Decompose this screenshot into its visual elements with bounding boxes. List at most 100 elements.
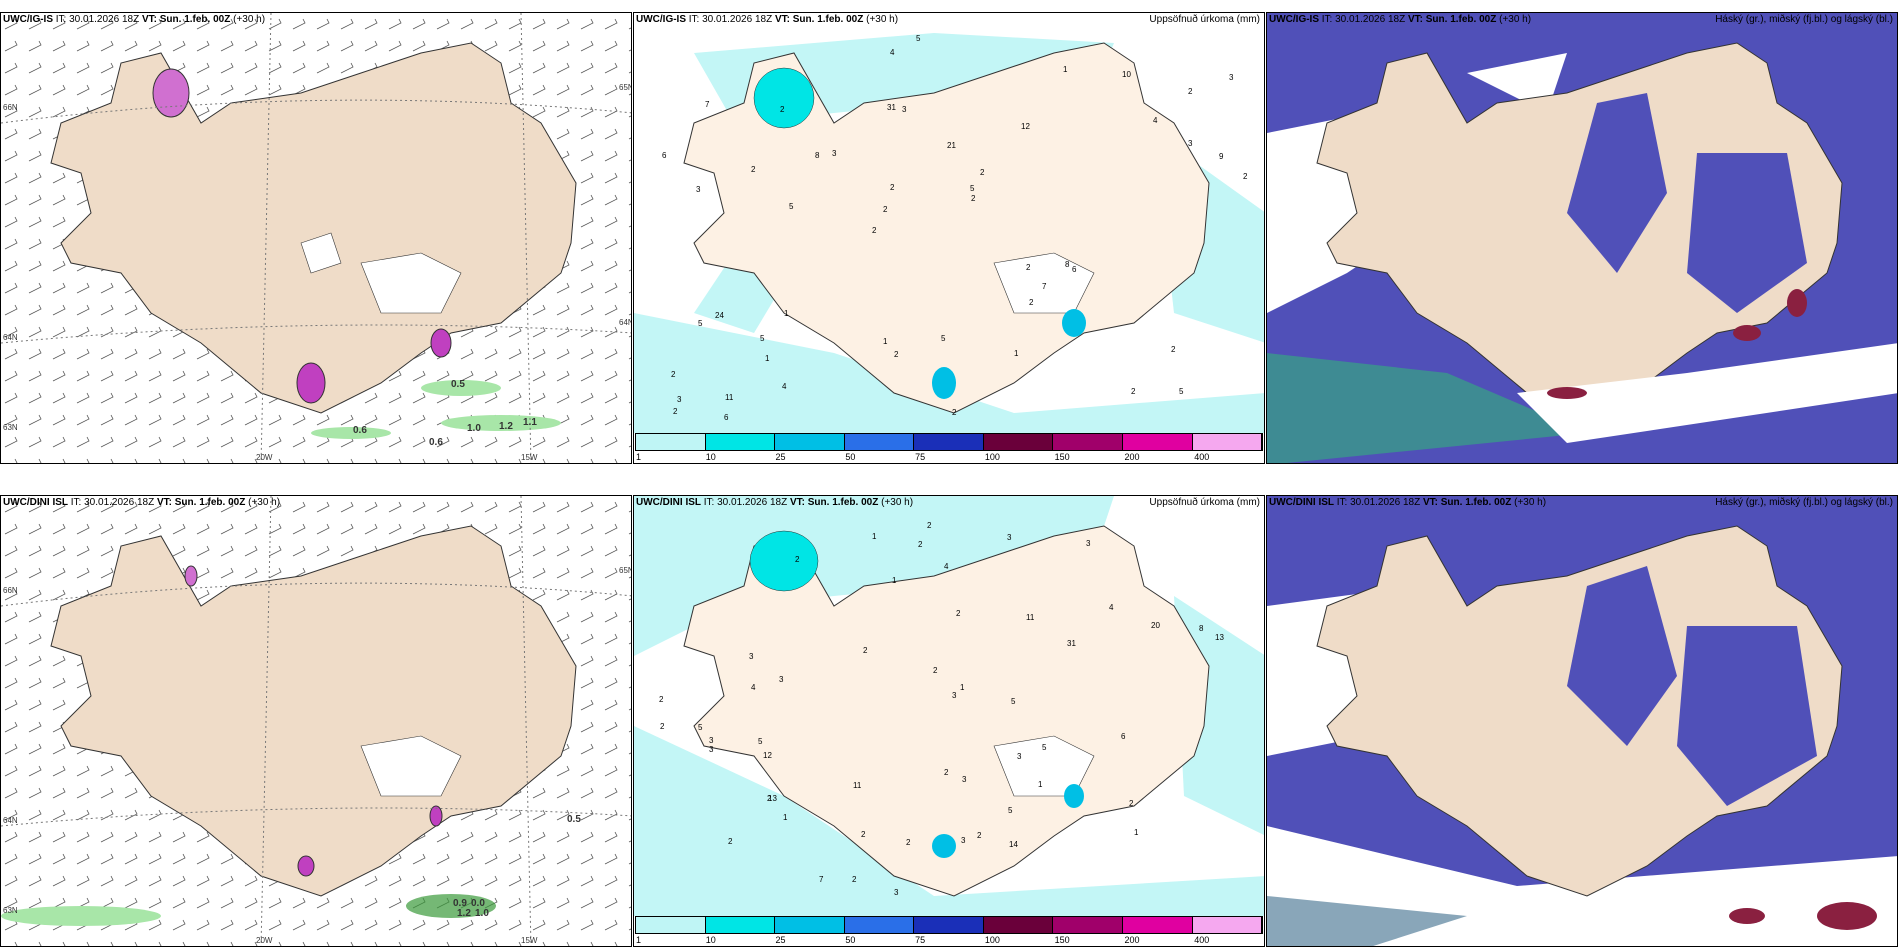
precip-value: 7 (1042, 282, 1047, 291)
wind-map-panel-dini: UWC/DINI ISL IT: 30.01.2026 18Z VT: Sun.… (0, 495, 632, 947)
legend-swatch (983, 434, 1054, 450)
precip-value: 4 (1109, 603, 1114, 612)
precip-value: 2 (883, 205, 888, 214)
legend-tick: 400 (1194, 452, 1210, 462)
precip-value: 3 (1007, 533, 1012, 542)
lat-label: 64N (619, 318, 631, 327)
wind-label: 1.1 (523, 417, 537, 428)
precip-value: 2 (1171, 345, 1176, 354)
wind-label: 0.0 (471, 898, 485, 909)
precip-value: 4 (944, 562, 949, 571)
lat-label: 65N (619, 566, 631, 575)
precip-value: 2 (918, 540, 923, 549)
precip-value: 7 (819, 875, 824, 884)
precip-value: 2 (890, 183, 895, 192)
precip-value: 21 (947, 141, 956, 150)
precip-value: 2 (933, 666, 938, 675)
lat-label: 64N (3, 333, 18, 342)
precip-value: 2 (795, 555, 800, 564)
precip-map-panel-igis: UWC/IG-IS IT: 30.01.2026 18Z VT: Sun. 1.… (633, 12, 1265, 464)
precip-value: 2 (852, 875, 857, 884)
legend-swatch (705, 917, 776, 933)
precip-value: 1 (1014, 349, 1019, 358)
precip-value: 3 (902, 105, 907, 114)
precip-value: 1 (765, 354, 770, 363)
precip-value: 3 (779, 675, 784, 684)
legend-tick: 10 (705, 452, 716, 462)
legend-swatch (1053, 434, 1123, 450)
legend-tick: 50 (845, 935, 856, 945)
wind-label: 1.0 (475, 908, 489, 919)
wind-label: 0.5 (451, 379, 465, 390)
precip-value: 2 (952, 408, 957, 417)
precip-map-dini (634, 496, 1264, 916)
legend-swatch (1192, 434, 1263, 450)
legend-tick: 25 (775, 935, 786, 945)
precip-value: 6 (662, 151, 667, 160)
legend-swatch (1122, 917, 1193, 933)
precip-value: 3 (1188, 139, 1193, 148)
precip-value: 1 (883, 337, 888, 346)
precip-value: 3 (1229, 73, 1234, 82)
precip-value: 1 (960, 683, 965, 692)
precip-value: 3 (832, 149, 837, 158)
legend-tick: 100 (984, 452, 1000, 462)
precip-value: 3 (677, 395, 682, 404)
precip-value: 9 (1219, 152, 1224, 161)
precip-value: 6 (1121, 732, 1126, 741)
precip-value: 1 (783, 813, 788, 822)
precip-value: 2 (980, 168, 985, 177)
wind-label: 1.0 (467, 423, 481, 434)
legend-tick: 10 (705, 935, 716, 945)
precip-value: 5 (698, 319, 703, 328)
legend-swatch (775, 434, 845, 450)
wind-map-panel-igis: UWC/IG-IS IT: 30.01.2026 18Z VT: Sun. 1.… (0, 12, 632, 464)
lon-label: 20W (256, 453, 273, 462)
precip-value: 2 (861, 830, 866, 839)
legend-tick: 75 (915, 452, 926, 462)
wind-header: UWC/DINI ISL IT: 30.01.2026 18Z VT: Sun.… (3, 497, 281, 508)
precip-value: 5 (1179, 387, 1184, 396)
legend-tick: 1 (636, 935, 642, 945)
wind-map-igis (1, 13, 631, 463)
precip-value: 2 (673, 407, 678, 416)
legend-tick: 150 (1054, 452, 1070, 462)
legend-swatch (775, 917, 845, 933)
precip-values: 5 3 2 2 12 11 31 21 24 3 2 1 3 2 6 7 4 2 2 3 2 1 2 2 1 1 2 2 8 2 8 2 2 4 9… (634, 13, 1264, 433)
precip-value: 2 (1029, 298, 1034, 307)
wind-label: 0.9 (453, 898, 467, 909)
precip-value: 3 (696, 185, 701, 194)
legend-tick: 400 (1194, 935, 1210, 945)
cloud-title: Háský (gr.), miðský (fj.bl.) og lágský (… (1715, 497, 1893, 508)
wind-map-dini (1, 496, 631, 946)
precip-value: 13 (768, 794, 777, 803)
precip-value: 3 (962, 775, 967, 784)
precip-value: 14 (1009, 840, 1018, 849)
precip-value: 2 (767, 794, 772, 803)
precip-value: 10 (1122, 70, 1131, 79)
precip-value: 5 (760, 334, 765, 343)
precip-value: 2 (1129, 799, 1134, 808)
precip-value: 8 (1065, 260, 1070, 269)
precip-value: 11 (725, 393, 734, 402)
precip-value: 4 (1153, 116, 1158, 125)
precip-value: 8 (815, 151, 820, 160)
legend-swatch (1053, 917, 1123, 933)
legend-swatch (636, 434, 706, 450)
precip-value: 6 (1072, 265, 1077, 274)
lat-label: 63N (3, 423, 18, 432)
precip-value: 2 (944, 768, 949, 777)
legend-swatch (705, 434, 776, 450)
precip-header: UWC/DINI ISL IT: 30.01.2026 18Z VT: Sun.… (636, 497, 914, 508)
legend-swatch (914, 917, 984, 933)
precip-value: 31 (1067, 639, 1076, 648)
precip-value: 5 (789, 202, 794, 211)
precip-header: UWC/IG-IS IT: 30.01.2026 18Z VT: Sun. 1.… (636, 14, 899, 25)
precip-value: 2 (894, 350, 899, 359)
legend-swatch (636, 917, 706, 933)
lon-label: 15W (521, 453, 538, 462)
lon-label: 20W (256, 936, 273, 945)
precip-value: 8 (1199, 624, 1204, 633)
cloud-map-panel-igis: UWC/IG-IS IT: 30.01.2026 18Z VT: Sun. 1.… (1266, 12, 1898, 464)
legend-tick: 1 (636, 452, 642, 462)
